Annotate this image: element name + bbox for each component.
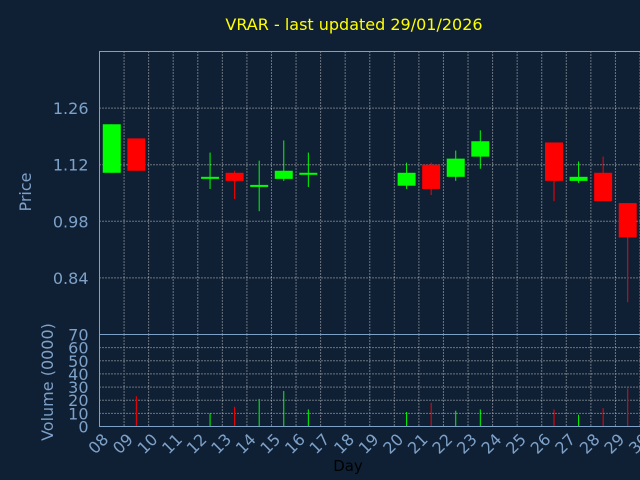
candle-body bbox=[618, 203, 637, 238]
price-axis-label: Price bbox=[16, 172, 35, 211]
candle-body bbox=[299, 172, 318, 175]
candle-body bbox=[446, 158, 465, 177]
candle-body bbox=[127, 138, 146, 171]
candle-body bbox=[102, 124, 121, 173]
x-axis-label: Day bbox=[333, 457, 363, 475]
candle-body bbox=[594, 172, 613, 202]
volume-bars bbox=[135, 388, 629, 427]
candle-body bbox=[471, 141, 490, 157]
volume-tick-label: 50 bbox=[68, 352, 88, 371]
candle-body bbox=[250, 184, 269, 187]
volume-frame bbox=[99, 334, 640, 427]
volume-tick-label: 60 bbox=[68, 339, 88, 358]
volume-tick-label: 30 bbox=[68, 378, 88, 397]
candle-body bbox=[225, 172, 244, 181]
price-tick-label: 1.26 bbox=[53, 99, 89, 118]
candle-body bbox=[422, 164, 441, 189]
candle-body bbox=[274, 170, 293, 179]
price-panel: 1.26 1.12 0.98 0.84 Price bbox=[16, 51, 640, 335]
volume-tick-label: 20 bbox=[68, 391, 88, 410]
price-y-ticks: 1.26 1.12 0.98 0.84 bbox=[53, 99, 89, 288]
volume-axis-label: Volume (0000) bbox=[38, 323, 57, 441]
candles bbox=[102, 124, 637, 303]
chart-title: VRAR - last updated 29/01/2026 bbox=[225, 15, 482, 34]
candle-body bbox=[569, 176, 588, 181]
volume-tick-label: 70 bbox=[68, 326, 88, 345]
price-tick-label: 0.98 bbox=[53, 212, 89, 231]
volume-tick-label: 40 bbox=[68, 365, 88, 384]
price-tick-label: 0.84 bbox=[53, 269, 89, 288]
price-grid bbox=[99, 51, 640, 335]
candle-body bbox=[397, 172, 416, 186]
volume-tick-label: 0 bbox=[78, 418, 88, 437]
candle-body bbox=[545, 142, 564, 181]
volume-tick-label: 10 bbox=[68, 404, 88, 423]
price-tick-label: 1.12 bbox=[53, 156, 89, 175]
candle-body bbox=[201, 176, 220, 179]
